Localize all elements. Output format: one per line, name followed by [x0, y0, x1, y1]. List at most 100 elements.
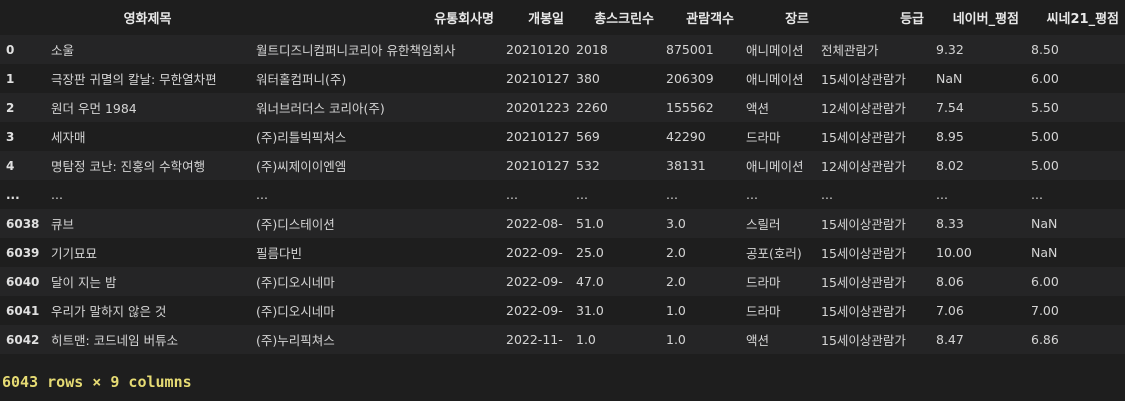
table-row: 0 소울 월트디즈니컴퍼니코리아 유한책임회사 20210120 2018 875001 애… [0, 35, 1125, 64]
table-cell: 원더 우먼 1984 [51, 101, 137, 116]
table-cell: 1.0 [666, 332, 686, 347]
table-header: 영화제목 유통회사명 개봉일 총스크린수 관람객수 장르 등급 네이버_평점 씨네21_평점 [0, 0, 1125, 35]
table-cell: 애니메이션 [746, 72, 804, 87]
table-cell: 워터홀컴퍼니(주) [256, 72, 347, 87]
table-row: 6042 히트맨: 코드네임 버튜소 (주)누리픽쳐스 2022-11- 1.0 1.0 액… [0, 325, 1125, 354]
row-index: 6040 [6, 274, 40, 289]
table-cell: 6.86 [1031, 332, 1059, 347]
table-cell: 6.00 [1031, 71, 1059, 86]
table-cell: ... [936, 187, 948, 202]
table-cell: ... [821, 187, 833, 202]
table-cell: 15세이상관람가 [821, 333, 906, 348]
table-cell: 2022-09- [506, 245, 563, 260]
row-index: 6038 [6, 216, 40, 231]
table-cell: 155562 [666, 100, 714, 115]
table-cell: 380 [576, 71, 600, 86]
table-cell: 7.06 [936, 303, 964, 318]
table-cell: (주)누리픽쳐스 [256, 333, 335, 348]
table-row: 2 원더 우먼 1984 워너브러더스 코리아(주) 20201223 2260 1555… [0, 93, 1125, 122]
table-cell: 5.00 [1031, 129, 1059, 144]
table-cell: 875001 [666, 42, 714, 57]
table-cell: 명탐정 코난: 진홍의 수학여행 [51, 159, 206, 174]
table-cell: 51.0 [576, 216, 604, 231]
table-row: 3 세자매 (주)리틀빅픽쳐스 20210127 569 42290 드라마 15세이상관람가… [0, 122, 1125, 151]
table-cell: 15세이상관람가 [821, 130, 906, 145]
table-cell: 38131 [666, 158, 706, 173]
table-cell: 2022-09- [506, 303, 563, 318]
column-header: 개봉일 [528, 12, 564, 27]
table-cell: 7.00 [1031, 303, 1059, 318]
index-header [0, 0, 45, 35]
row-index: 1 [6, 71, 15, 86]
table-cell: 5.50 [1031, 100, 1059, 115]
table-cell: 세자매 [51, 130, 86, 145]
column-header: 장르 [785, 12, 809, 27]
ellipsis-row: .............................. [0, 180, 1125, 209]
table-cell: 공포(호러) [746, 246, 802, 261]
table-cell: 42290 [666, 129, 706, 144]
table-cell: 15세이상관람가 [821, 217, 906, 232]
row-index: 6042 [6, 332, 40, 347]
table-cell: 2.0 [666, 274, 686, 289]
table-cell: 9.32 [936, 42, 964, 57]
row-index: 6041 [6, 303, 40, 318]
table-cell: 8.95 [936, 129, 964, 144]
table-cell: 31.0 [576, 303, 604, 318]
table-cell: 8.47 [936, 332, 964, 347]
table-row: 1 극장판 귀멸의 칼날: 무한열차편 워터홀컴퍼니(주) 20210127 380 20… [0, 64, 1125, 93]
table-cell: 드라마 [746, 304, 781, 319]
table-cell: 3.0 [666, 216, 686, 231]
table-cell: 기기묘묘 [51, 246, 98, 261]
row-index: 2 [6, 100, 15, 115]
table-cell: 206309 [666, 71, 714, 86]
table-cell: 12세이상관람가 [821, 101, 906, 116]
table-cell: 애니메이션 [746, 43, 804, 58]
column-header: 네이버_평점 [952, 12, 1019, 27]
table-cell: 8.06 [936, 274, 964, 289]
table-cell: NaN [1031, 216, 1058, 231]
table-cell: 우리가 말하지 않은 것 [51, 304, 167, 319]
table-cell: 전체관람가 [821, 43, 879, 58]
table-cell: 액션 [746, 101, 770, 116]
table-cell: 2260 [576, 100, 608, 115]
table-cell: ... [256, 187, 268, 202]
table-cell: 2.0 [666, 245, 686, 260]
table-cell: 15세이상관람가 [821, 304, 906, 319]
table-cell: 12세이상관람가 [821, 159, 906, 174]
table-cell: ... [506, 187, 518, 202]
table-cell: 2018 [576, 42, 608, 57]
table-cell: 달이 지는 밤 [51, 275, 117, 290]
table-cell: 532 [576, 158, 600, 173]
table-cell: 20210127 [506, 158, 570, 173]
table-cell: 5.00 [1031, 158, 1059, 173]
table-cell: 25.0 [576, 245, 604, 260]
table-row: 6041 우리가 말하지 않은 것 (주)디오시네마 2022-09- 31.0 1.0 드… [0, 296, 1125, 325]
table-cell: 20210127 [506, 129, 570, 144]
table-cell: (주)씨제이이엔엠 [256, 159, 347, 174]
table-cell: 6.00 [1031, 274, 1059, 289]
table-cell: 1.0 [666, 303, 686, 318]
table-cell: 10.00 [936, 245, 972, 260]
table-cell: 워너브러더스 코리아(주) [256, 101, 385, 116]
table-cell: ... [1031, 187, 1043, 202]
row-index: 4 [6, 158, 15, 173]
table-cell: 필름다빈 [256, 246, 303, 261]
table-cell: 액션 [746, 333, 770, 348]
table-cell: 15세이상관람가 [821, 246, 906, 261]
table-cell: ... [51, 187, 63, 202]
dataframe-table: 영화제목 유통회사명 개봉일 총스크린수 관람객수 장르 등급 네이버_평점 씨네21_평점 0… [0, 0, 1125, 354]
table-cell: 20210120 [506, 42, 570, 57]
table-cell: 15세이상관람가 [821, 275, 906, 290]
table-cell: 7.54 [936, 100, 964, 115]
table-cell: 47.0 [576, 274, 604, 289]
table-cell: (주)디스테이션 [256, 217, 335, 232]
table-cell: ... [666, 187, 678, 202]
table-cell: NaN [1031, 245, 1058, 260]
table-cell: 8.33 [936, 216, 964, 231]
table-cell: 큐브 [51, 217, 75, 232]
table-cell: 15세이상관람가 [821, 72, 906, 87]
table-cell: 8.02 [936, 158, 964, 173]
column-header: 유통회사명 [434, 12, 494, 27]
table-cell: 20210127 [506, 71, 570, 86]
